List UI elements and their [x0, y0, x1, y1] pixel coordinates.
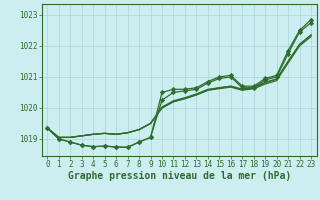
- X-axis label: Graphe pression niveau de la mer (hPa): Graphe pression niveau de la mer (hPa): [68, 171, 291, 181]
